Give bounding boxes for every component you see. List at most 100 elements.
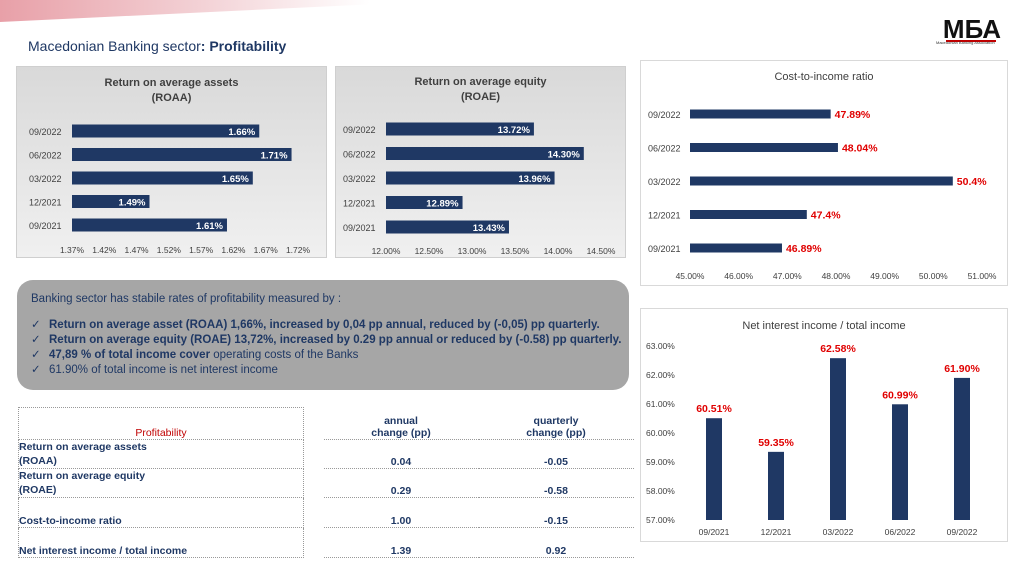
category-label: 03/2022 bbox=[343, 174, 376, 184]
row-annual-value: 1.39 bbox=[323, 527, 479, 558]
category-label: 09/2021 bbox=[29, 221, 62, 231]
bar bbox=[72, 171, 253, 185]
x-tick-label: 46.00% bbox=[724, 271, 753, 281]
top-accent-bar bbox=[0, 0, 370, 22]
x-tick-label: 1.67% bbox=[254, 245, 279, 255]
data-label: 1.49% bbox=[119, 198, 146, 209]
roaa-chart: 09/2022 1.66% 06/2022 1.71% 03/2022 1.65% 12/2… bbox=[29, 124, 310, 255]
category-label: 03/2022 bbox=[648, 177, 681, 187]
data-label: 50.4% bbox=[957, 176, 987, 188]
data-label: 60.51% bbox=[696, 403, 732, 415]
data-label: 1.66% bbox=[228, 127, 255, 138]
table-row: Net interest income / total income 1.39 … bbox=[18, 527, 634, 558]
row-quarterly-value: -0.58 bbox=[478, 468, 634, 498]
bar bbox=[690, 243, 782, 253]
x-tick-label: 09/2022 bbox=[947, 527, 978, 537]
bar bbox=[386, 220, 509, 234]
x-tick-label: 12/2021 bbox=[761, 527, 792, 537]
category-label: 12/2021 bbox=[343, 199, 376, 209]
x-tick-label: 12.50% bbox=[415, 246, 444, 256]
logo-lettering: МБА bbox=[943, 14, 1001, 44]
table-row: Return on average assets (ROAA) 0.04 -0.… bbox=[18, 439, 634, 469]
table-row: Cost-to-income ratio 1.00 -0.15 bbox=[18, 497, 634, 528]
table-header-annual: annual change (pp) bbox=[323, 407, 479, 440]
summary-bullets: ✓ Return on average asset (ROAA) 1,66%, i… bbox=[31, 318, 621, 378]
cost-income-chart: 09/2022 47.89% 06/2022 48.04% 03/2022 50.4% 12… bbox=[648, 109, 997, 281]
x-tick-label: 12.00% bbox=[372, 246, 401, 256]
data-label: 14.30% bbox=[548, 150, 581, 161]
x-tick-label: 45.00% bbox=[676, 271, 705, 281]
bar bbox=[690, 109, 831, 119]
table-header-quarterly: quarterly change (pp) bbox=[478, 407, 634, 440]
y-tick-label: 60.00% bbox=[646, 428, 675, 438]
page-title: Macedonian Banking sector: Profitability bbox=[28, 38, 287, 54]
category-label: 09/2022 bbox=[343, 125, 376, 135]
category-label: 09/2021 bbox=[648, 244, 681, 254]
y-tick-label: 58.00% bbox=[646, 486, 675, 496]
category-label: 06/2022 bbox=[29, 151, 62, 161]
row-label: Cost-to-income ratio bbox=[18, 497, 304, 528]
data-label: 59.35% bbox=[758, 437, 794, 449]
bar bbox=[72, 218, 227, 232]
bar bbox=[690, 176, 953, 186]
x-tick-label: 09/2021 bbox=[699, 527, 730, 537]
data-label: 1.65% bbox=[222, 174, 249, 185]
bar bbox=[768, 451, 784, 520]
profitability-table: Profitability annual change (pp) quarter… bbox=[18, 407, 634, 558]
category-label: 09/2022 bbox=[648, 110, 681, 120]
y-tick-label: 59.00% bbox=[646, 457, 675, 467]
roae-chart: 09/2022 13.72% 06/2022 14.30% 03/2022 13.96% 1… bbox=[343, 122, 616, 256]
x-tick-label: 14.00% bbox=[544, 246, 573, 256]
x-tick-label: 1.42% bbox=[92, 245, 117, 255]
check-icon: ✓ bbox=[31, 349, 41, 361]
y-tick-label: 57.00% bbox=[646, 515, 675, 525]
summary-intro: Banking sector has stabile rates of prof… bbox=[31, 293, 342, 305]
x-tick-label: 49.00% bbox=[870, 271, 899, 281]
bar bbox=[954, 377, 970, 520]
data-label: 61.90% bbox=[944, 363, 980, 375]
x-tick-label: 48.00% bbox=[822, 271, 851, 281]
cost-income-chart-title: Cost-to-income ratio bbox=[774, 71, 874, 83]
summary-bullet: ✓ Return on average equity (ROAE) 13,72%,… bbox=[31, 334, 622, 346]
row-quarterly-value: -0.15 bbox=[478, 497, 634, 528]
data-label: 48.04% bbox=[842, 143, 878, 155]
x-tick-label: 1.47% bbox=[125, 245, 150, 255]
row-quarterly-value: 0.92 bbox=[478, 527, 634, 558]
x-tick-label: 13.50% bbox=[501, 246, 530, 256]
roaa-chart-panel: Return on average assets (ROAA) 09/2022 1… bbox=[16, 66, 327, 258]
x-tick-label: 51.00% bbox=[968, 271, 997, 281]
x-tick-label: 1.37% bbox=[60, 245, 85, 255]
roae-chart-title: Return on average equity (ROAE) bbox=[414, 76, 547, 103]
nii-chart: 57.00% 58.00% 59.00% 60.00% 61.00% 62.00% 63.0… bbox=[646, 341, 980, 537]
bar bbox=[690, 143, 838, 152]
nii-chart-panel: Net interest income / total income 57.00… bbox=[640, 308, 1008, 542]
category-label: 09/2022 bbox=[29, 127, 62, 137]
bar bbox=[830, 358, 846, 520]
summary-bullet: ✓ 61.90% of total income is net interest … bbox=[31, 364, 278, 376]
data-label: 13.72% bbox=[498, 125, 531, 136]
table-header-label: Profitability bbox=[18, 407, 304, 440]
bar bbox=[72, 148, 292, 161]
y-tick-label: 61.00% bbox=[646, 399, 675, 409]
row-annual-value: 0.04 bbox=[323, 439, 479, 469]
row-label: Net interest income / total income bbox=[18, 527, 304, 558]
cost-income-chart-panel: Cost-to-income ratio 09/2022 47.89% 06/202… bbox=[640, 60, 1008, 286]
x-tick-label: 1.57% bbox=[189, 245, 214, 255]
table-header-row: Profitability annual change (pp) quarter… bbox=[18, 407, 634, 440]
category-label: 03/2022 bbox=[29, 174, 62, 184]
mba-logo: МБА bbox=[943, 14, 1001, 44]
data-label: 47.4% bbox=[811, 210, 841, 222]
category-label: 12/2021 bbox=[29, 198, 62, 208]
check-icon: ✓ bbox=[31, 334, 41, 346]
x-tick-label: 1.52% bbox=[157, 245, 182, 255]
roaa-chart-title: Return on average assets (ROAA) bbox=[104, 77, 239, 104]
row-quarterly-value: -0.05 bbox=[478, 439, 634, 469]
bar bbox=[690, 210, 807, 219]
summary-bullet: ✓ 47,89 % of total income cover operating… bbox=[31, 349, 359, 361]
category-label: 12/2021 bbox=[648, 211, 681, 221]
bar bbox=[72, 195, 150, 208]
row-label: Return on average assets (ROAA) bbox=[18, 439, 304, 469]
y-tick-label: 62.00% bbox=[646, 370, 675, 380]
data-label: 13.43% bbox=[473, 223, 506, 234]
summary-bullet: ✓ Return on average asset (ROAA) 1,66%, i… bbox=[31, 319, 600, 331]
